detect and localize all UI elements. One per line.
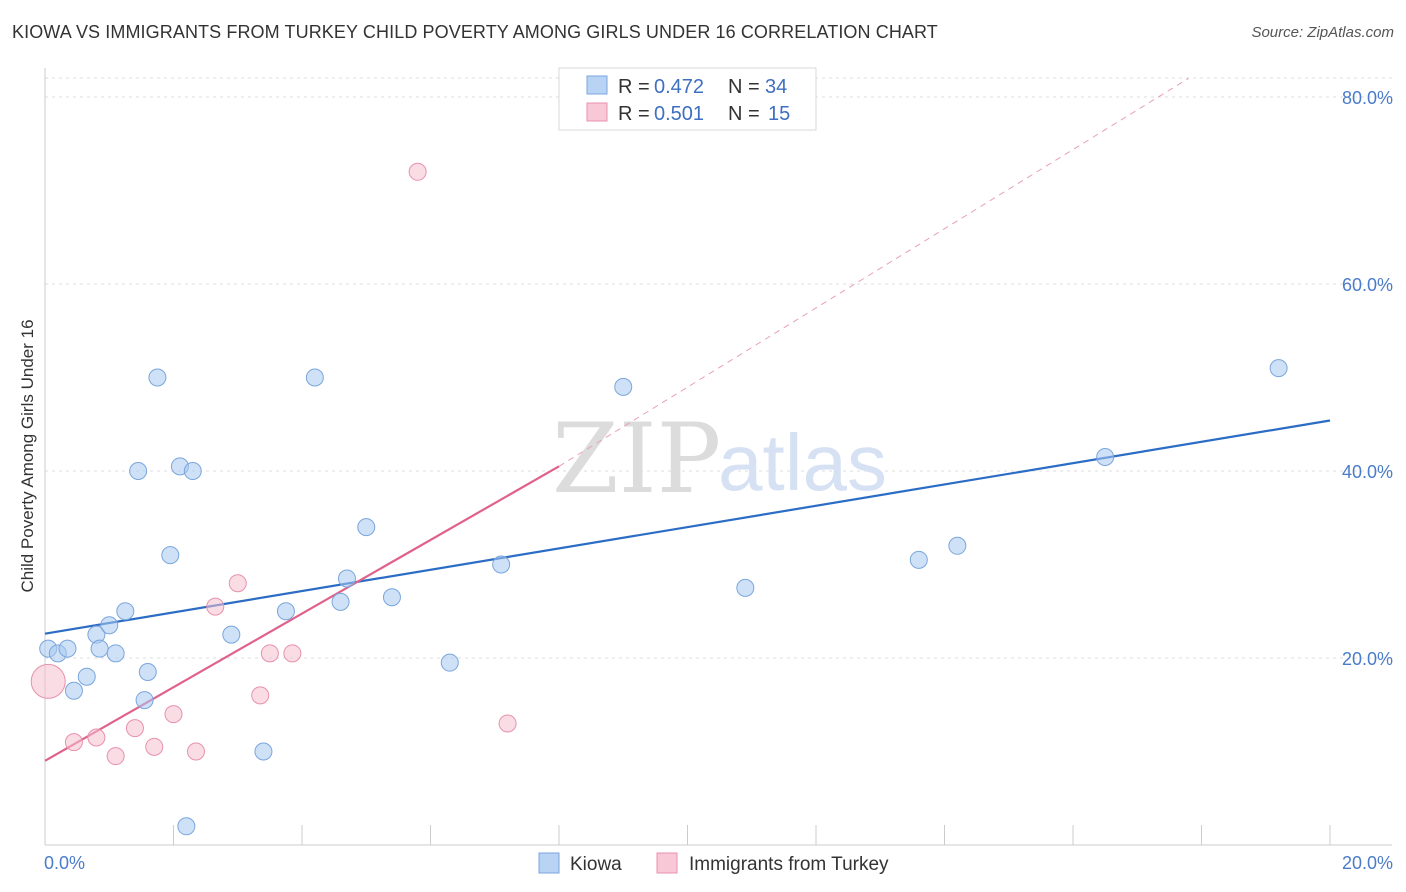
legend-n-value-2: 15 bbox=[768, 103, 790, 125]
legend-n-label-1: N = bbox=[728, 76, 760, 98]
point-kiowa-16 bbox=[177, 817, 196, 836]
legend-swatch-kiowa bbox=[586, 75, 608, 95]
point-kiowa-29 bbox=[736, 578, 755, 597]
watermark: ZIP atlas bbox=[552, 403, 887, 515]
y-axis-title: Child Poverty Among Girls Under 16 bbox=[18, 319, 37, 592]
trend-extension-1 bbox=[558, 77, 1189, 467]
legend-n-value-1: 34 bbox=[765, 76, 787, 98]
point-turkey-12 bbox=[283, 644, 302, 663]
point-turkey-8 bbox=[206, 597, 225, 616]
legend-r-value-1: 0.472 bbox=[654, 76, 704, 98]
point-kiowa-21 bbox=[305, 368, 324, 387]
point-kiowa-28 bbox=[614, 377, 633, 396]
point-kiowa-23 bbox=[337, 569, 356, 588]
point-kiowa-3 bbox=[64, 681, 83, 700]
point-kiowa-25 bbox=[382, 588, 401, 607]
point-kiowa-12 bbox=[138, 663, 157, 682]
point-kiowa-30 bbox=[909, 550, 928, 569]
point-kiowa-13 bbox=[148, 368, 167, 387]
point-kiowa-17 bbox=[183, 462, 202, 480]
point-kiowa-10 bbox=[129, 462, 148, 480]
chart-title: KIOWA VS IMMIGRANTS FROM TURKEY CHILD PO… bbox=[12, 22, 938, 42]
point-turkey-3 bbox=[106, 747, 125, 766]
point-kiowa-6 bbox=[90, 639, 109, 658]
legend-r-value-2: 0.501 bbox=[654, 103, 704, 125]
point-turkey-6 bbox=[164, 705, 183, 724]
legend-r-label-1: R = bbox=[618, 76, 650, 98]
point-kiowa-7 bbox=[100, 616, 119, 635]
x-tick-label-0: 0.0% bbox=[44, 853, 85, 873]
series-legend-label-turkey: Immigrants from Turkey bbox=[689, 854, 889, 875]
point-kiowa-24 bbox=[357, 518, 376, 537]
point-kiowa-4 bbox=[77, 667, 96, 686]
legend-n-label-2: N = bbox=[728, 103, 760, 125]
point-kiowa-19 bbox=[254, 742, 273, 761]
y-tick-label-3: 80.0% bbox=[1342, 88, 1393, 108]
trend-line-1 bbox=[44, 465, 560, 762]
point-turkey-4 bbox=[125, 719, 144, 738]
point-kiowa-2 bbox=[58, 639, 77, 658]
point-kiowa-31 bbox=[948, 536, 967, 555]
series-legend-label-kiowa: Kiowa bbox=[570, 854, 622, 875]
series-legend-swatch-turkey bbox=[656, 852, 678, 874]
tick-labels: 20.0% 40.0% 60.0% 80.0% 0.0% 20.0% bbox=[44, 88, 1393, 873]
watermark-zip: ZIP bbox=[552, 403, 721, 515]
point-kiowa-20 bbox=[276, 602, 295, 621]
point-kiowa-8 bbox=[106, 644, 125, 663]
x-tick-label-1: 20.0% bbox=[1342, 853, 1393, 873]
axes bbox=[44, 68, 1392, 846]
point-kiowa-32 bbox=[1096, 447, 1115, 466]
trend-lines bbox=[44, 77, 1331, 762]
legend-swatch-turkey bbox=[586, 102, 608, 122]
point-kiowa-22 bbox=[331, 592, 350, 611]
y-tick-label-0: 20.0% bbox=[1342, 649, 1393, 669]
point-turkey-10 bbox=[251, 686, 270, 705]
point-turkey-2 bbox=[87, 728, 106, 747]
point-kiowa-9 bbox=[116, 602, 135, 621]
source-credit: Source: ZipAtlas.com bbox=[1251, 24, 1394, 41]
y-tick-label-1: 40.0% bbox=[1342, 462, 1393, 482]
data-points bbox=[30, 162, 1288, 836]
point-turkey-7 bbox=[186, 742, 205, 761]
y-tick-label-2: 60.0% bbox=[1342, 275, 1393, 295]
legend-r-label-2: R = bbox=[618, 103, 650, 125]
series-legend-swatch-kiowa bbox=[538, 852, 560, 874]
point-turkey-13 bbox=[408, 162, 427, 181]
point-kiowa-33 bbox=[1269, 359, 1288, 378]
point-kiowa-27 bbox=[492, 555, 511, 574]
point-kiowa-18 bbox=[222, 625, 241, 644]
series-legend: Kiowa Immigrants from Turkey bbox=[538, 852, 889, 875]
point-turkey-1 bbox=[64, 733, 83, 752]
point-turkey-9 bbox=[228, 574, 247, 593]
point-kiowa-26 bbox=[440, 653, 459, 672]
point-turkey-14 bbox=[498, 714, 517, 733]
point-turkey-5 bbox=[145, 737, 164, 756]
watermark-atlas: atlas bbox=[718, 418, 887, 507]
point-kiowa-11 bbox=[135, 691, 154, 710]
point-kiowa-14 bbox=[161, 546, 180, 565]
point-turkey-0 bbox=[30, 663, 66, 699]
correlation-legend: R = 0.472 N = 34 R = 0.501 N = 15 bbox=[558, 67, 817, 131]
trend-line-0 bbox=[44, 419, 1331, 635]
point-turkey-11 bbox=[260, 644, 279, 663]
